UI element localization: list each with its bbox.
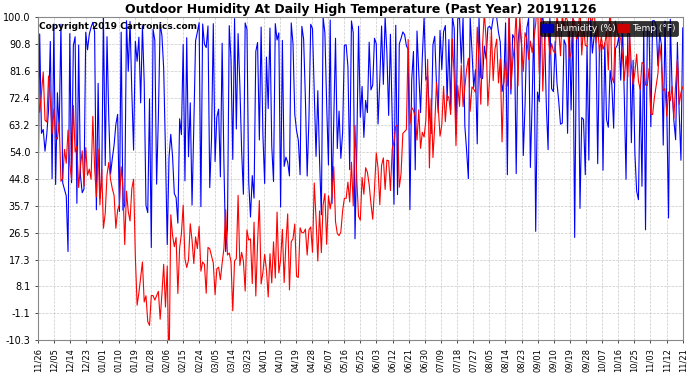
Legend: Humidity (%), Temp (°F): Humidity (%), Temp (°F) xyxy=(540,21,678,36)
Text: Copyright 2019 Cartronics.com: Copyright 2019 Cartronics.com xyxy=(39,22,197,31)
Title: Outdoor Humidity At Daily High Temperature (Past Year) 20191126: Outdoor Humidity At Daily High Temperatu… xyxy=(125,3,596,16)
